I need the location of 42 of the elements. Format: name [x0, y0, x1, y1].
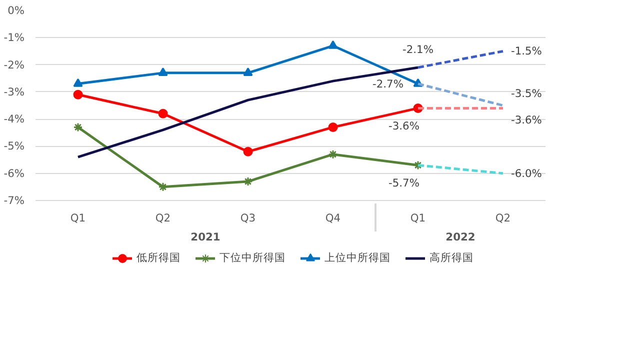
y-tick-label: -7% [4, 194, 25, 207]
point [413, 160, 423, 170]
point [73, 78, 83, 87]
legend-label: 高所得国 [430, 251, 474, 265]
text: 2021 [190, 230, 220, 244]
y-tick-label: -6% [4, 166, 25, 180]
x-tick-label: Q2 [495, 212, 511, 224]
y-tick-label: -2% [4, 58, 25, 72]
y-tick-label: -5% [4, 140, 25, 153]
x-tick-label: Q1 [410, 212, 426, 224]
line-series [76, 66, 420, 158]
point [243, 176, 253, 186]
data-label: -2.1% [402, 43, 434, 56]
point [73, 90, 83, 100]
data-label: -1.5% [511, 44, 542, 58]
legend-label: 上位中所得国 [324, 251, 390, 265]
y-tick-label: -3% [4, 85, 25, 98]
point [158, 182, 168, 192]
point [328, 150, 338, 160]
text: 2022 [446, 230, 476, 244]
point [328, 40, 338, 49]
x-tick-label: Q1 [70, 212, 86, 224]
point [158, 108, 168, 118]
point [158, 68, 168, 76]
point [73, 122, 83, 132]
data-label: -3.6% [511, 114, 542, 127]
data-label: -5.7% [388, 176, 420, 190]
data-label: -2.7% [372, 77, 404, 90]
x-tick-label: Q4 [325, 212, 341, 224]
data-label: -3.6% [388, 120, 420, 133]
point [328, 122, 338, 132]
legend-label: 低所得国 [136, 251, 180, 265]
data-label: -3.5% [511, 87, 542, 100]
y-tick-label: 0% [8, 4, 24, 17]
point [243, 146, 253, 156]
x-tick-label: Q3 [240, 212, 256, 224]
y-tick-label: -1% [4, 31, 25, 44]
point [243, 68, 253, 76]
data-label: -6.0% [511, 166, 542, 180]
y-tick-label: -4% [4, 112, 25, 126]
x-tick-label: Q2 [155, 212, 171, 224]
legend-label: 下位中所得国 [220, 251, 286, 265]
